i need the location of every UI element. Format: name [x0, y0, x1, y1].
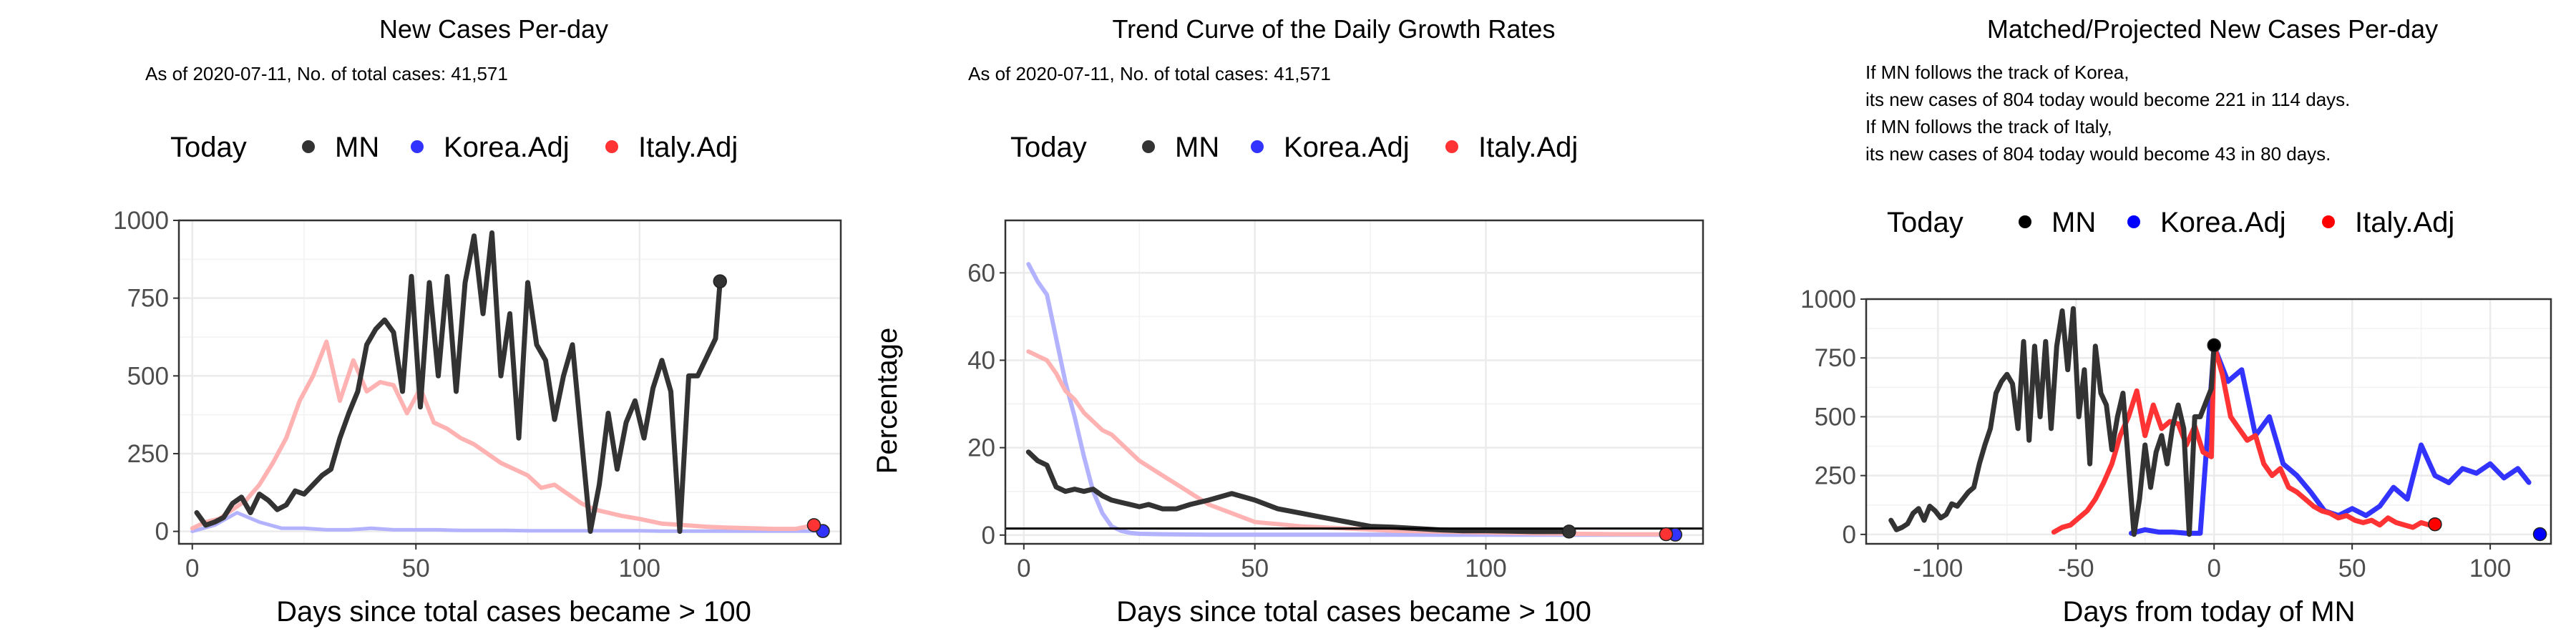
annotation-line-1: If MN follows the track of Korea,	[1865, 62, 2129, 83]
series-line-mn	[1025, 449, 1572, 535]
y-tick-label: 500	[1815, 403, 1856, 431]
x-axis-title: Days since total cases became > 100	[1116, 596, 1591, 628]
y-tick-label: 750	[127, 285, 169, 313]
legend-key-italy-adj	[605, 140, 618, 153]
annotation-line-2: its new cases of 804 today would become …	[1865, 89, 2350, 110]
legend-label-korea-adj: Korea.Adj	[444, 132, 570, 163]
y-axis-title: Percentage	[872, 328, 903, 474]
legend-label-italy-adj: Italy.Adj	[2355, 207, 2454, 238]
y-tick-label: 0	[155, 518, 169, 546]
legend: Today MN Korea.Adj Italy.Adj	[1887, 207, 2454, 238]
legend: Today MN Korea.Adj Italy.Adj	[1010, 132, 1578, 163]
y-tick-label: 1000	[1800, 286, 1856, 313]
y-tick-label: 500	[127, 362, 169, 390]
x-axis-title: Days from today of MN	[2062, 596, 2355, 628]
legend-key-italy-adj	[1445, 140, 1458, 153]
series-line-italy-adj	[190, 339, 816, 532]
y-tick-label: 250	[127, 440, 169, 468]
chart-title: New Cases Per-day	[379, 14, 608, 44]
legend-label-korea-adj: Korea.Adj	[2160, 207, 2286, 238]
legend-label-italy-adj: Italy.Adj	[638, 132, 738, 163]
y-tick-label: 0	[982, 522, 995, 550]
chart-title: Trend Curve of the Daily Growth Rates	[1113, 14, 1556, 44]
x-axis-title: Days since total cases became > 100	[276, 596, 751, 628]
x-tick-label: 0	[2207, 555, 2220, 582]
plot-background	[179, 220, 841, 544]
plot-border	[1004, 219, 1704, 545]
today-point-mn	[1561, 525, 1576, 539]
legend-label-mn: MN	[335, 132, 379, 163]
chart-subtitle: As of 2020-07-11, No. of total cases: 41…	[968, 63, 1331, 84]
legend-label-italy-adj: Italy.Adj	[1478, 132, 1578, 163]
y-tick-label: 40	[967, 346, 995, 374]
chart-subtitle: As of 2020-07-11, No. of total cases: 41…	[145, 63, 508, 84]
today-point-italy-adj	[1659, 527, 1674, 542]
projected-cases-chart: Matched/Projected New Cases Per-day If M…	[1800, 14, 2552, 628]
x-tick-label: 100	[1465, 555, 1506, 582]
growth-rates-chart: Trend Curve of the Daily Growth Rates As…	[872, 14, 1704, 628]
annotation-line-4: its new cases of 804 today would become …	[1865, 143, 2331, 165]
legend-title: Today	[170, 132, 247, 163]
y-tick-label: 1000	[113, 207, 169, 235]
series-line-italy-adj	[2051, 343, 2438, 535]
new-cases-chart: New Cases Per-day As of 2020-07-11, No. …	[113, 14, 842, 628]
legend-key-mn	[2019, 215, 2031, 228]
legend-title: Today	[1010, 132, 1087, 163]
x-tick-label: 50	[402, 555, 430, 582]
annotation-line-3: If MN follows the track of Italy,	[1865, 116, 2112, 137]
legend-label-korea-adj: Korea.Adj	[1284, 132, 1410, 163]
legend-title: Today	[1887, 207, 1963, 238]
x-tick-label: 0	[1017, 555, 1030, 582]
x-tick-label: 50	[2338, 555, 2366, 582]
plot-border	[1865, 298, 2552, 545]
y-tick-label: 0	[1843, 521, 1856, 549]
today-point-italy-adj	[2428, 517, 2442, 532]
today-point-mn	[713, 274, 727, 288]
y-tick-label: 20	[967, 434, 995, 462]
y-tick-label: 250	[1815, 462, 1856, 490]
y-tick-label: 60	[967, 259, 995, 287]
today-point-mn	[2207, 338, 2221, 353]
x-tick-label: -100	[1913, 555, 1963, 582]
chart-title: Matched/Projected New Cases Per-day	[1987, 14, 2438, 44]
x-tick-label: -50	[2058, 555, 2094, 582]
x-tick-label: 50	[1241, 555, 1269, 582]
x-tick-label: 100	[2469, 555, 2511, 582]
legend-key-mn	[302, 140, 315, 153]
plot-background	[1005, 220, 1703, 544]
x-tick-label: 0	[185, 555, 199, 582]
today-point-italy-adj	[806, 518, 821, 532]
legend-label-mn: MN	[2051, 207, 2096, 238]
series-line-korea-adj	[190, 511, 821, 534]
legend-key-mn	[1142, 140, 1155, 153]
series-line-mn	[1888, 306, 2217, 537]
legend-label-mn: MN	[1175, 132, 1219, 163]
plot-border	[177, 219, 842, 545]
today-point-korea-adj	[2532, 527, 2547, 542]
x-tick-label: 100	[619, 555, 660, 582]
legend-key-korea-adj	[1251, 140, 1264, 153]
y-tick-label: 750	[1815, 344, 1856, 372]
legend-key-korea-adj	[2127, 215, 2140, 228]
series-line-mn	[194, 230, 723, 535]
legend-key-korea-adj	[411, 140, 424, 153]
legend: Today MN Korea.Adj Italy.Adj	[170, 132, 738, 163]
legend-key-italy-adj	[2322, 215, 2335, 228]
